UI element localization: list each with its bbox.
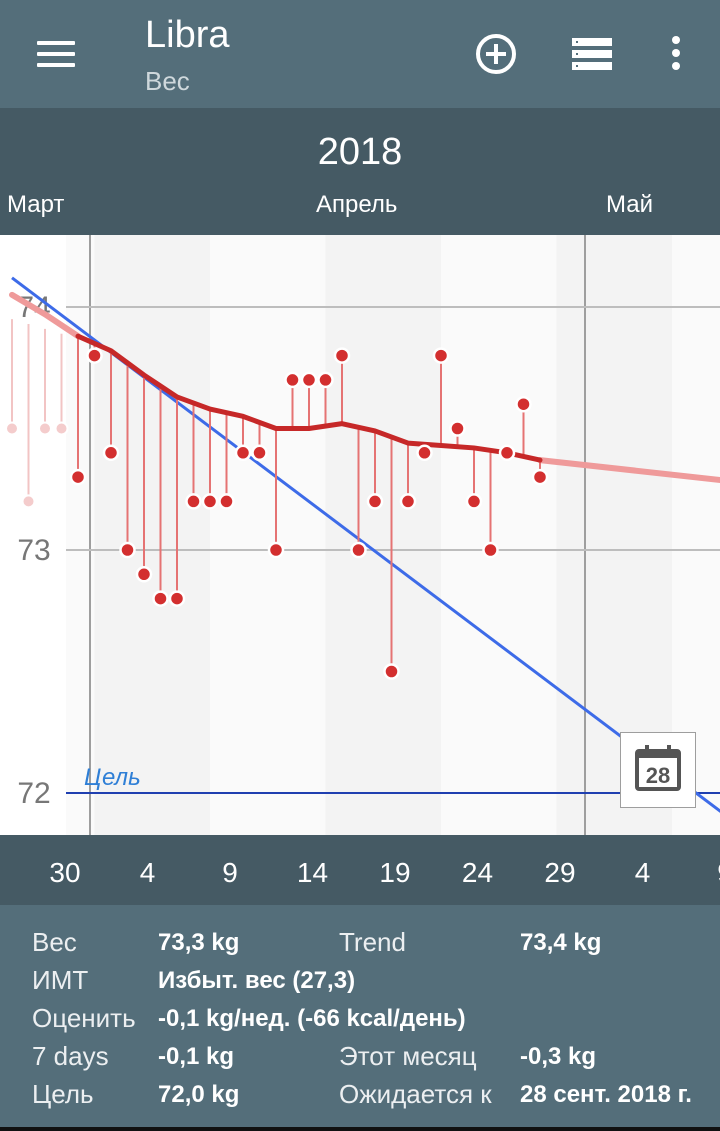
y-tick-label: 72 [17, 777, 50, 810]
weight-point [152, 590, 169, 607]
app-bar: Libra Вес [0, 0, 720, 108]
weight-point [432, 347, 450, 364]
year-label: 2018 [317, 131, 403, 173]
rate-stat-value: -0,1 kg/нед. (-66 kcal/день) [158, 1005, 466, 1032]
week-band [325, 235, 441, 835]
weight-point [69, 468, 87, 486]
month-label-april: Апрель [316, 191, 398, 218]
rate-stat-label: Оценить [32, 1003, 136, 1033]
weight-point [333, 347, 351, 364]
weight-point [366, 493, 384, 510]
earlier-weight-point [54, 421, 69, 436]
day-tick-label: 4 [634, 857, 651, 888]
day-tick-label: 30 [49, 857, 81, 888]
date-header: 2018 Март Апрель Май [0, 108, 720, 235]
month-label-may: Май [606, 191, 654, 218]
day-tick-label: 4 [139, 857, 156, 888]
weight-point [482, 541, 499, 559]
day-tick-label: 9 [717, 857, 720, 889]
day-tick-label: 24 [461, 857, 494, 888]
trend-earlier-line [9, 291, 81, 340]
earlier-weight-point [5, 421, 19, 436]
weight-point [350, 541, 367, 559]
weight-point [498, 444, 516, 462]
weight-point [251, 444, 268, 462]
weight-chart[interactable]: 74 73 72 Цель 28 [0, 235, 720, 835]
month-stat-label: Этот месяц [339, 1041, 477, 1071]
week-band [210, 235, 326, 835]
calendar-icon[interactable]: 28 [620, 732, 696, 808]
month-label-march: Март [7, 191, 65, 218]
trend-line [75, 333, 543, 463]
weight-point [531, 468, 549, 486]
weight-point [168, 590, 186, 607]
weight-point [284, 371, 301, 389]
add-circle-icon[interactable] [470, 28, 522, 80]
expected-stat-label: Ожидается к [339, 1079, 492, 1109]
weight-point [218, 493, 235, 510]
day-tick-label: 29 [544, 857, 576, 888]
earlier-weight-point [21, 494, 36, 509]
weight-point [135, 566, 153, 583]
weight-point [86, 347, 103, 364]
weight-stat-value: 73,3 kg [158, 929, 240, 956]
day-tick-label: 14 [296, 857, 329, 888]
trend-stat-value: 73,4 kg [520, 929, 602, 956]
month-stat-value: -0,3 kg [520, 1043, 597, 1070]
goal-label: Цель [84, 764, 141, 791]
earlier-weight-point [38, 421, 52, 436]
week-stat-value: -0,1 kg [158, 1043, 235, 1070]
week-stat-label: 7 days [32, 1041, 109, 1071]
weight-point [449, 420, 466, 437]
weight-point [300, 371, 318, 389]
app-title: Libra [145, 14, 230, 56]
weight-point [317, 371, 334, 389]
bottom-edge [0, 1127, 720, 1131]
calendar-day-number: 28 [646, 763, 670, 788]
more-vert-icon[interactable] [650, 28, 702, 80]
day-tick-label: 19 [379, 857, 411, 888]
week-band [441, 235, 557, 835]
expected-stat-value: 28 сент. 2018 г. [520, 1081, 692, 1108]
weight-point [267, 541, 285, 559]
weight-point [465, 493, 483, 510]
goal-stat-value: 72,0 kg [158, 1081, 240, 1108]
weight-point [383, 663, 400, 680]
trend-projection-line [537, 457, 720, 483]
weight-point [399, 493, 417, 510]
hamburger-menu-icon[interactable] [30, 30, 82, 78]
goal-stat-label: Цель [32, 1079, 94, 1109]
app-subtitle: Вес [145, 66, 190, 96]
bmi-stat-label: ИМТ [32, 965, 89, 995]
y-tick-label: 73 [17, 534, 50, 567]
bmi-stat-value: Избыт. вес (27,3) [158, 967, 356, 994]
weight-stat-label: Вес [32, 927, 77, 957]
weight-point [119, 541, 136, 559]
stats-panel: Вес 73,3 kg Trend 73,4 kg ИМТ Избыт. вес… [0, 905, 720, 1127]
weight-point [416, 444, 433, 462]
weight-point [234, 444, 252, 462]
day-axis: 30 4 9 14 19 24 29 4 9 [0, 835, 720, 905]
week-band [94, 235, 210, 835]
list-view-icon[interactable] [566, 28, 618, 80]
weight-point [102, 444, 120, 462]
day-tick-label: 9 [222, 857, 238, 888]
trend-stat-label: Trend [339, 927, 406, 957]
weight-point [201, 493, 219, 510]
weight-point [185, 493, 202, 510]
weight-point [515, 395, 532, 413]
